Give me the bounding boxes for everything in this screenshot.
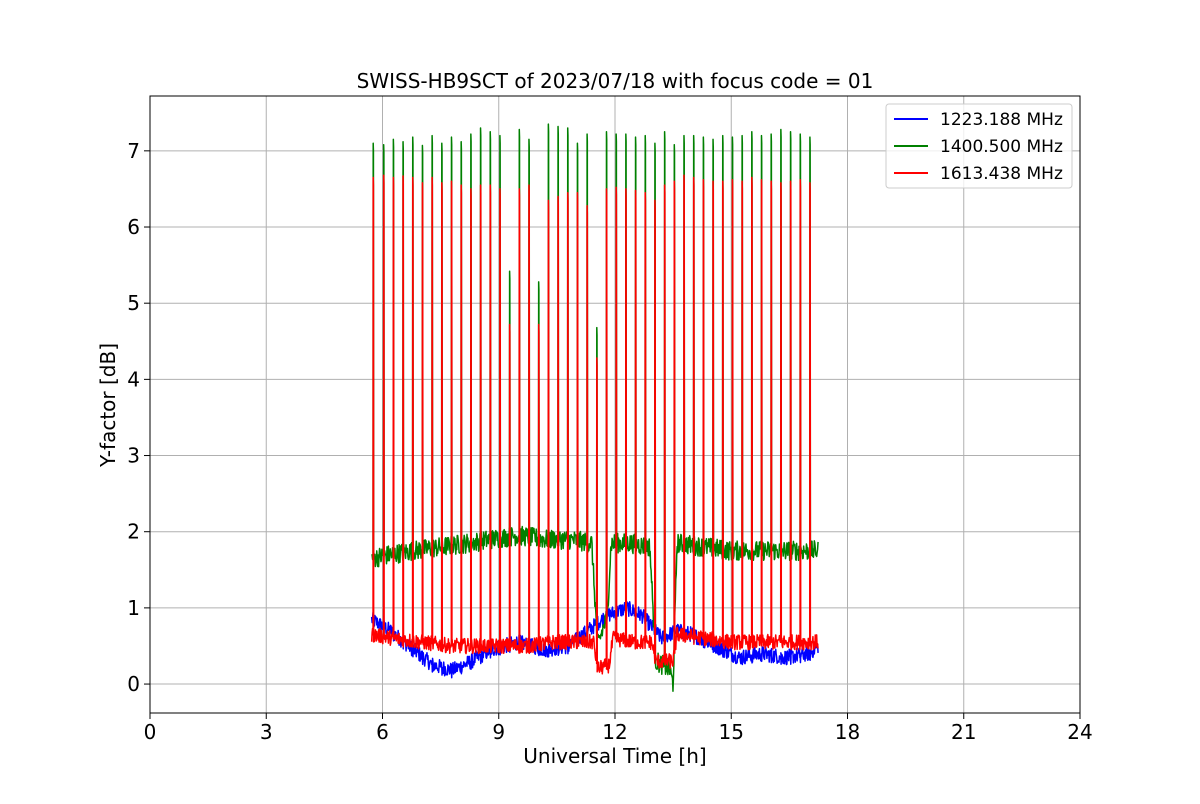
x-tick-label: 3: [260, 720, 273, 744]
y-tick-label: 2: [127, 520, 140, 544]
y-tick-label: 5: [127, 291, 140, 315]
x-axis-label: Universal Time [h]: [523, 744, 706, 768]
x-axis: 0 3 6 9 12 15 18 21 24: [144, 713, 1093, 744]
x-tick-label: 0: [144, 720, 157, 744]
legend: 1223.188 MHz 1400.500 MHz 1613.438 MHz: [885, 103, 1073, 189]
chart-title: SWISS-HB9SCT of 2023/07/18 with focus co…: [357, 69, 874, 93]
series-line: [370, 174, 819, 675]
x-tick-label: 15: [719, 720, 744, 744]
y-tick-label: 1: [127, 596, 140, 620]
legend-label: 1400.500 MHz: [940, 137, 1063, 157]
x-tick-label: 18: [835, 720, 860, 744]
x-tick-label: 12: [602, 720, 627, 744]
plot-area: [370, 123, 819, 693]
x-tick-label: 9: [492, 720, 505, 744]
y-tick-label: 0: [127, 672, 140, 696]
legend-label: 1223.188 MHz: [940, 110, 1063, 130]
series-group: [370, 123, 819, 693]
y-tick-label: 3: [127, 444, 140, 468]
y-tick-label: 4: [127, 367, 140, 391]
y-tick-label: 7: [127, 139, 140, 163]
x-tick-label: 6: [376, 720, 389, 744]
series-line: [370, 601, 819, 679]
x-tick-label: 21: [951, 720, 976, 744]
legend-box: [885, 103, 1073, 189]
y-axis-label: Y-factor [dB]: [96, 343, 120, 468]
y-tick-label: 6: [127, 215, 140, 239]
y-axis: 0 1 2 3 4 5 6 7: [127, 139, 150, 696]
legend-label: 1613.438 MHz: [940, 164, 1063, 184]
x-tick-label: 24: [1067, 720, 1092, 744]
